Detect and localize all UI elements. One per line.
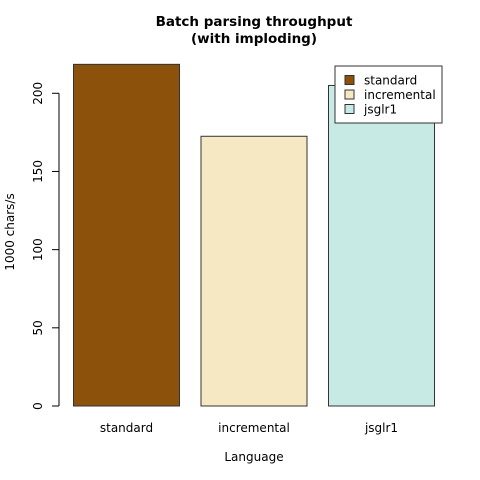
legend-swatch-incremental bbox=[344, 89, 355, 100]
chart-title-line-2: (with imploding) bbox=[191, 31, 317, 47]
legend-swatch-jsglr1 bbox=[344, 104, 355, 114]
y-tick-label-0: 0 bbox=[31, 402, 45, 410]
legend-label-jsglr1: jsglr1 bbox=[363, 103, 397, 117]
x-tick-label-jsglr1: jsglr1 bbox=[364, 421, 398, 435]
legend-label-incremental: incremental bbox=[364, 88, 436, 102]
x-tick-labels: standard incremental jsglr1 bbox=[100, 421, 398, 435]
y-tick-label-100: 100 bbox=[31, 238, 45, 261]
legend-label-standard: standard bbox=[364, 74, 417, 88]
x-axis-label: Language bbox=[224, 450, 283, 464]
bar-incremental bbox=[200, 135, 308, 407]
bar-standard bbox=[73, 63, 180, 407]
legend-swatch-standard bbox=[344, 75, 355, 85]
y-axis: 0 50 100 150 200 bbox=[31, 82, 60, 410]
bar-jsglr1 bbox=[328, 84, 435, 407]
x-tick-label-incremental: incremental bbox=[218, 421, 290, 435]
y-axis-label: 1000 chars/s bbox=[3, 193, 17, 270]
y-tick-label-150: 150 bbox=[31, 160, 45, 183]
y-tick-label-200: 200 bbox=[31, 82, 45, 105]
chart-title-line-1: Batch parsing throughput bbox=[156, 14, 353, 30]
y-tick-label-50: 50 bbox=[31, 320, 45, 335]
x-tick-label-standard: standard bbox=[100, 421, 153, 435]
